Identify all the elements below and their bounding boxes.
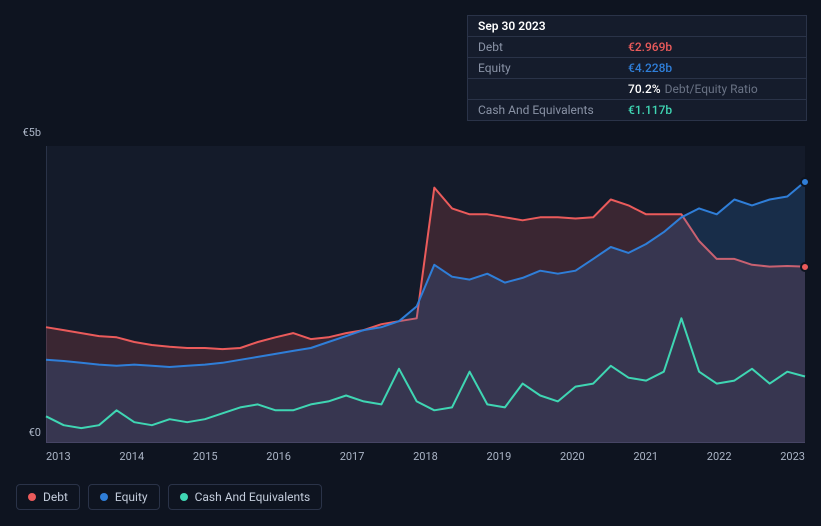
x-tick: 2015 bbox=[193, 450, 218, 463]
tooltip-row: Debt€2.969b bbox=[468, 37, 806, 58]
end-marker-debt bbox=[800, 262, 810, 272]
tooltip-value: €1.117b bbox=[628, 103, 672, 117]
x-tick: 2023 bbox=[780, 450, 805, 463]
tooltip-value: 70.2% bbox=[628, 82, 661, 96]
legend-dot bbox=[100, 493, 108, 501]
legend-label: Debt bbox=[43, 490, 68, 504]
area-equity bbox=[46, 182, 805, 443]
x-tick: 2016 bbox=[266, 450, 291, 463]
tooltip-row: 70.2% Debt/Equity Ratio bbox=[468, 79, 806, 100]
x-tick: 2020 bbox=[560, 450, 585, 463]
legend-item-equity[interactable]: Equity bbox=[88, 484, 160, 510]
tooltip-label: Cash And Equivalents bbox=[478, 103, 628, 117]
x-axis-labels: 2013 2014 2015 2016 2017 2018 2019 2020 2021 2022… bbox=[46, 450, 805, 463]
tooltip-row: Cash And Equivalents€1.117b bbox=[468, 100, 806, 120]
x-tick: 2013 bbox=[46, 450, 71, 463]
x-tick: 2017 bbox=[340, 450, 365, 463]
tooltip-value: €4.228b bbox=[628, 61, 672, 75]
chart-svg bbox=[46, 146, 805, 443]
x-tick: 2014 bbox=[119, 450, 144, 463]
y-tick-min: €0 bbox=[29, 426, 41, 439]
y-tick-max: €5b bbox=[22, 126, 41, 139]
tooltip: Sep 30 2023 Debt€2.969bEquity€4.228b70.2… bbox=[467, 15, 807, 121]
legend-item-cash[interactable]: Cash And Equivalents bbox=[168, 484, 323, 510]
tooltip-label: Equity bbox=[478, 61, 628, 75]
tooltip-value: €2.969b bbox=[628, 40, 672, 54]
legend: Debt Equity Cash And Equivalents bbox=[16, 484, 322, 510]
legend-item-debt[interactable]: Debt bbox=[16, 484, 80, 510]
tooltip-suffix: Debt/Equity Ratio bbox=[665, 82, 758, 96]
x-tick: 2022 bbox=[707, 450, 732, 463]
x-tick: 2019 bbox=[487, 450, 512, 463]
legend-label: Equity bbox=[115, 490, 148, 504]
tooltip-row: Equity€4.228b bbox=[468, 58, 806, 79]
tooltip-date: Sep 30 2023 bbox=[478, 19, 546, 33]
end-marker-equity bbox=[800, 177, 810, 187]
x-tick: 2018 bbox=[413, 450, 438, 463]
legend-dot bbox=[180, 493, 188, 501]
x-tick: 2021 bbox=[633, 450, 658, 463]
chart-container: €5b €0 201320142015201620172018201920202… bbox=[0, 0, 821, 526]
tooltip-label: Debt bbox=[478, 40, 628, 54]
legend-label: Cash And Equivalents bbox=[195, 490, 311, 504]
legend-dot bbox=[28, 493, 36, 501]
tooltip-label bbox=[478, 82, 628, 96]
